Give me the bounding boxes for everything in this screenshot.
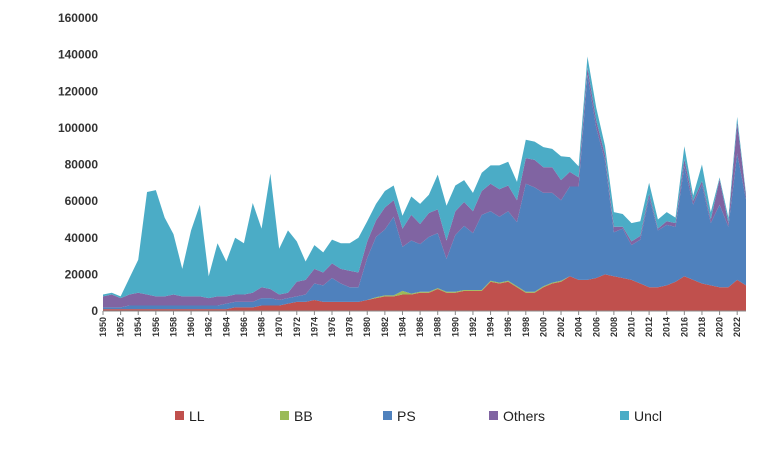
x-tick-label: 1998: [521, 317, 531, 337]
x-tick-label: 1956: [151, 317, 161, 337]
x-tick-label: 1970: [274, 317, 284, 337]
x-tick-label: 1972: [292, 317, 302, 337]
x-tick-label: 2018: [697, 317, 707, 337]
x-tick-label: 1974: [309, 317, 319, 337]
x-tick-label: 2020: [715, 317, 725, 337]
legend-label-ps: PS: [397, 408, 416, 424]
x-tick-label: 2006: [591, 317, 601, 337]
y-tick-label: 140000: [58, 48, 98, 62]
y-tick-label: 160000: [58, 11, 98, 25]
area-series-ps: [103, 74, 746, 310]
x-tick-label: 1962: [204, 317, 214, 337]
x-tick-label: 2022: [732, 317, 742, 337]
x-tick-label: 1976: [327, 317, 337, 337]
x-tick-label: 2004: [574, 317, 584, 337]
legend-swatch-bb: [280, 411, 289, 420]
x-tick-label: 2014: [662, 317, 672, 337]
y-tick-label: 120000: [58, 84, 98, 98]
x-tick-label: 1978: [345, 317, 355, 337]
x-tick-label: 1966: [239, 317, 249, 337]
x-tick-label: 1988: [433, 317, 443, 337]
area-layer: [103, 56, 746, 311]
x-tick-label: 2002: [556, 317, 566, 337]
x-tick-label: 2016: [679, 317, 689, 337]
legend-label-ll: LL: [189, 408, 205, 424]
x-tick-label: 1982: [380, 317, 390, 337]
legend: LL BB PS Others Uncl: [175, 408, 662, 424]
legend-label-uncl: Uncl: [634, 408, 662, 424]
x-tick-label: 1964: [221, 317, 231, 337]
y-tick-label: 20000: [65, 267, 99, 281]
x-tick-label: 1990: [450, 317, 460, 337]
x-tick-label: 1984: [397, 317, 407, 337]
y-tick-label: 0: [91, 304, 98, 318]
x-tick-label: 1986: [415, 317, 425, 337]
legend-swatch-ll: [175, 411, 184, 420]
x-tick-label: 1994: [486, 317, 496, 337]
x-tick-label: 2010: [626, 317, 636, 337]
legend-swatch-uncl: [620, 411, 629, 420]
x-tick-label: 2000: [538, 317, 548, 337]
x-axis-ticks: 1950 1952 1954 1956 1958 1960 1962 1964 1966 1968…: [98, 311, 742, 337]
legend-label-bb: BB: [294, 408, 313, 424]
y-tick-label: 40000: [65, 231, 99, 245]
legend-label-others: Others: [503, 408, 545, 424]
x-tick-label: 1960: [186, 317, 196, 337]
x-tick-label: 1950: [98, 317, 108, 337]
x-tick-label: 1958: [168, 317, 178, 337]
x-tick-label: 1968: [257, 317, 267, 337]
x-tick-label: 1980: [362, 317, 372, 337]
x-tick-label: 1992: [468, 317, 478, 337]
x-tick-label: 2008: [609, 317, 619, 337]
y-tick-label: 80000: [65, 158, 99, 172]
area-series-bb: [103, 274, 746, 310]
y-axis-ticks: 0 20000 40000 60000 80000 100000 120000 140000 1…: [58, 11, 98, 318]
y-tick-label: 100000: [58, 121, 98, 135]
y-tick-label: 60000: [65, 194, 99, 208]
x-tick-label: 2012: [644, 317, 654, 337]
x-tick-label: 1952: [116, 317, 126, 337]
legend-swatch-ps: [383, 411, 392, 420]
area-series-uncl: [103, 56, 746, 299]
x-tick-label: 1996: [503, 317, 513, 337]
legend-swatch-others: [489, 411, 498, 420]
x-tick-label: 1954: [133, 317, 143, 337]
